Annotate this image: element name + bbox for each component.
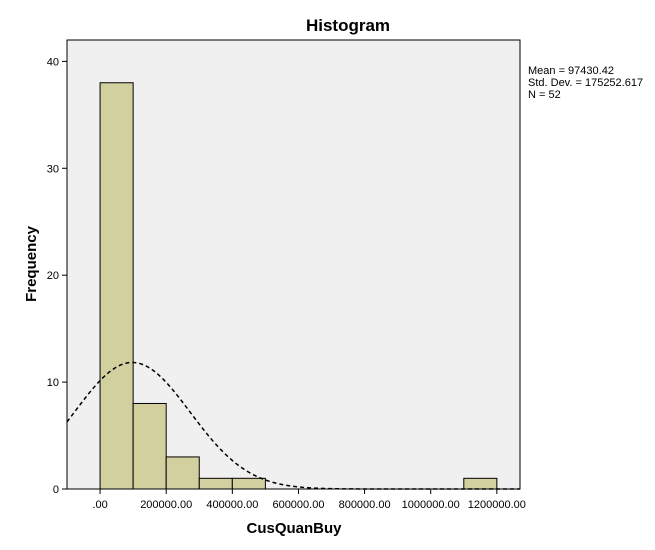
histogram-bar bbox=[132, 402, 167, 490]
stat-n: N = 52 bbox=[528, 89, 561, 101]
chart-title: Histogram bbox=[306, 16, 390, 35]
x-tick-label: .00 bbox=[92, 499, 107, 511]
y-tick-label: 30 bbox=[47, 163, 59, 175]
histogram-bar bbox=[99, 82, 134, 490]
x-axis: .00 200000.00 400000.00 600000.00 800000.00 1… bbox=[92, 489, 526, 511]
x-tick-label: 600000.00 bbox=[272, 499, 324, 511]
y-axis-title: Frequency bbox=[23, 225, 40, 302]
x-tick-label: 800000.00 bbox=[339, 499, 391, 511]
bars-group bbox=[99, 82, 498, 490]
histogram-bar bbox=[231, 477, 266, 490]
stat-std-dev: Std. Dev. = 175252.617 bbox=[528, 77, 643, 89]
x-tick-label: 400000.00 bbox=[206, 499, 258, 511]
y-tick-label: 0 bbox=[53, 484, 59, 496]
normal-curve bbox=[66, 361, 520, 490]
y-tick-label: 10 bbox=[47, 377, 59, 389]
y-tick-label: 20 bbox=[47, 270, 59, 282]
histogram-bar bbox=[463, 477, 498, 490]
histogram-bar bbox=[198, 477, 233, 490]
x-tick-label: 1200000.00 bbox=[468, 499, 526, 511]
y-tick-label: 40 bbox=[47, 56, 59, 68]
x-axis-title: CusQuanBuy bbox=[246, 520, 342, 537]
x-tick-label: 200000.00 bbox=[140, 499, 192, 511]
x-tick-label: 1000000.00 bbox=[402, 499, 460, 511]
stat-mean: Mean = 97430.42 bbox=[528, 65, 614, 77]
histogram-bar bbox=[165, 456, 200, 490]
y-axis: 0 10 20 30 40 bbox=[47, 56, 67, 496]
